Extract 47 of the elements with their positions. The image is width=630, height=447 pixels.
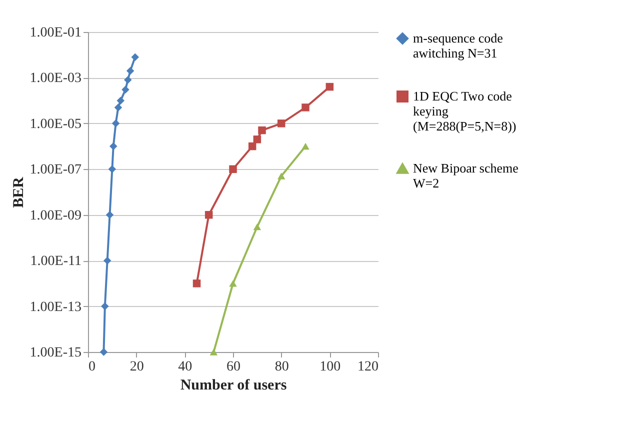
y-tick-label: 1.00E-07	[30, 162, 82, 178]
x-tick-label: 80	[274, 360, 289, 374]
point	[229, 280, 237, 287]
point	[103, 256, 112, 264]
point	[210, 348, 218, 356]
point	[204, 210, 213, 219]
point	[110, 142, 118, 150]
point	[116, 96, 124, 104]
point	[258, 126, 266, 134]
point	[131, 53, 139, 61]
point	[277, 120, 286, 128]
point	[229, 165, 237, 174]
point	[248, 142, 256, 150]
point	[101, 302, 109, 310]
point	[302, 104, 310, 112]
point	[100, 348, 108, 356]
point	[253, 223, 262, 230]
point	[126, 66, 134, 75]
legend-label: m-sequence code awitching N=31	[413, 30, 504, 60]
point	[106, 210, 114, 219]
point	[302, 142, 310, 150]
point	[114, 104, 122, 112]
y-tick-label: 1.00E-01	[30, 26, 82, 40]
y-tick-label: 1.00E-13	[30, 300, 82, 315]
x-tick-label: 0	[88, 360, 96, 374]
y-tick-label: 1.00E-11	[30, 254, 82, 270]
y-tick-label: 1.00E-05	[30, 116, 82, 132]
y-tick-label: 1.00E-03	[30, 71, 82, 86]
x-axis-title: Number of users	[180, 378, 287, 394]
point	[192, 280, 201, 288]
legend-label: New Bipoar scheme W=2	[413, 160, 519, 190]
y-axis-title: BER	[10, 176, 27, 208]
y-tick-label: 1.00E-09	[30, 208, 82, 224]
point	[253, 136, 262, 144]
point	[108, 165, 116, 174]
point	[122, 86, 130, 94]
x-tick-label: 60	[226, 360, 240, 374]
point	[124, 76, 132, 84]
point	[277, 172, 286, 180]
point	[112, 120, 120, 128]
x-tick-label: 20	[130, 360, 144, 374]
y-tick-label: 1.00E-15	[30, 346, 82, 360]
x-tick-label: 100	[320, 360, 341, 374]
x-tick-label: 40	[178, 360, 192, 374]
x-tick-label: 120	[358, 360, 378, 374]
legend-label: 1D EQC Two code keying (M=288(P=5,N=8))	[413, 88, 516, 134]
point	[326, 82, 334, 91]
